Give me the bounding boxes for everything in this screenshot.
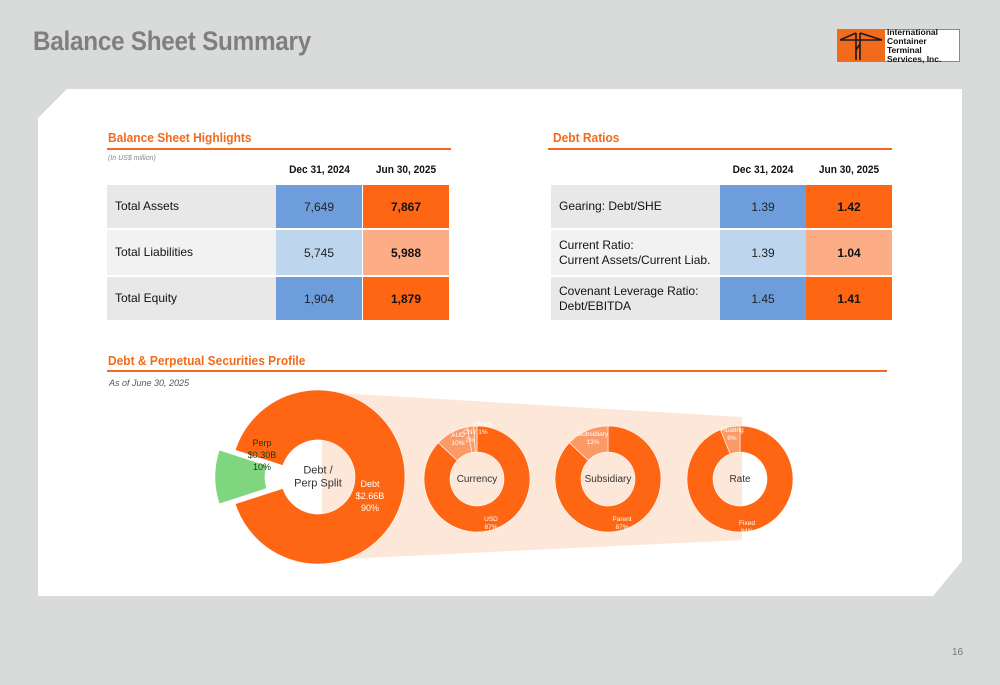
company-logo: International Container Terminal Service…	[837, 26, 960, 64]
unit-note: (In US$ million)	[108, 155, 156, 162]
ratios-cell: 1.45	[720, 277, 806, 320]
highlights-row-label: Total Equity	[107, 277, 276, 320]
logo-line: Container Terminal	[887, 35, 927, 55]
ratios-row-label: Covenant Leverage Ratio: Debt/EBITDA	[551, 277, 720, 320]
highlights-col-dec2024: Dec 31, 2024	[289, 164, 350, 176]
ratios-label-line: Current Ratio:	[559, 237, 634, 252]
ratios-col-jun2025: Jun 30, 2025	[818, 164, 880, 176]
ratios-cell: 1.41	[806, 277, 892, 320]
highlights-cell: 1,879	[363, 277, 449, 320]
highlights-cell: 7,649	[276, 185, 362, 228]
ratios-label-line: Gearing: Debt/SHE	[559, 199, 662, 213]
ratios-label-line: Covenant Leverage Ratio:	[559, 283, 699, 298]
highlights-cell: 5,745	[276, 230, 362, 275]
ratios-cell: 1.39	[720, 185, 806, 228]
page-number: 16	[952, 647, 964, 658]
ratios-row-label: Current Ratio: Current Assets/Current Li…	[551, 230, 720, 275]
highlights-cell: 7,867	[363, 185, 449, 228]
ratios-row-label: Gearing: Debt/SHE	[551, 185, 720, 228]
ratios-label-line: Debt/EBITDA	[559, 298, 632, 313]
crane-logo-icon	[838, 30, 885, 61]
ratios-cell: 1.39	[720, 230, 806, 275]
highlights-rule	[107, 148, 451, 150]
logo-line: Services, Inc.	[887, 53, 942, 64]
highlights-row-label: Total Assets	[107, 185, 276, 228]
logo-line: International	[887, 26, 939, 37]
ratios-col-dec2024: Dec 31, 2024	[732, 164, 794, 176]
profile-rule	[107, 370, 887, 372]
highlights-row-label: Total Liabilities	[107, 230, 276, 275]
highlights-cell: 5,988	[363, 230, 449, 275]
highlights-cell: 1,904	[276, 277, 362, 320]
page-title: Balance Sheet Summary	[33, 26, 311, 56]
ratios-cell: 1.42	[806, 185, 892, 228]
ratios-rule	[548, 148, 892, 150]
highlights-title: Balance Sheet Highlights	[108, 130, 252, 145]
ratios-label-line: Current Assets/Current Liab.	[559, 252, 711, 267]
ratios-title: Debt Ratios	[553, 130, 620, 145]
highlights-col-jun2025: Jun 30, 2025	[375, 164, 437, 176]
profile-title: Debt & Perpetual Securities Profile	[108, 353, 306, 368]
as-of-note: As of June 30, 2025	[109, 378, 190, 388]
ratios-cell: 1.04	[806, 230, 892, 275]
